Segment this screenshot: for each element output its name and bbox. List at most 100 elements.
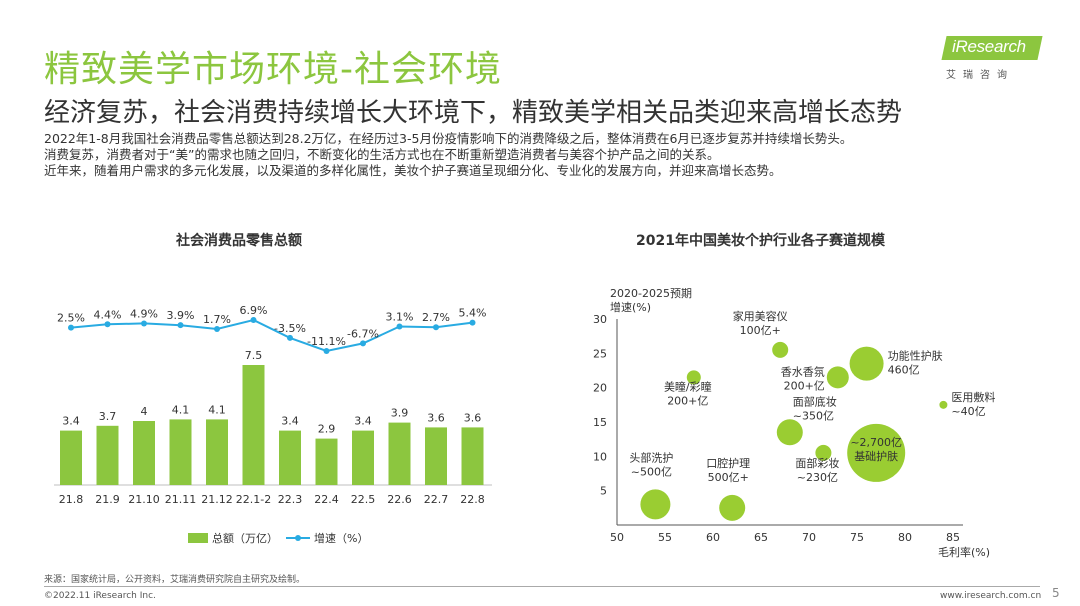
bar-value-label: 2.9 <box>318 423 336 436</box>
bubble-label: 口腔护理 <box>706 456 750 470</box>
growth-label: 1.7% <box>203 313 231 326</box>
retail-sales-chart: 3.4 21.8 3.7 21.9 4 21.10 4.1 21.11 4.1 21.12 7.5 2… <box>54 304 492 545</box>
bar-22.4 <box>315 438 338 485</box>
x-tick-label: 70 <box>802 531 816 544</box>
bubble-label: 功能性护肤 <box>888 349 943 363</box>
x-tick-label: 22.8 <box>460 493 485 506</box>
x-tick-label: 22.6 <box>387 493 412 506</box>
beauty-segments-bubble-chart: 5 10 15 20 25 30 50 55 60 65 70 75 80 85 2020-2025预期增速… <box>593 287 995 559</box>
bar-22.1-2 <box>242 365 265 485</box>
legend-bar-swatch <box>188 533 208 543</box>
bar-value-label: 3.4 <box>62 415 80 428</box>
bar-22.6 <box>388 422 411 485</box>
bubble-~2,700亿-基础护肤 <box>847 423 906 482</box>
bubble-面部底妆-~350亿 <box>776 419 803 446</box>
x-tick-label: 50 <box>610 531 624 544</box>
bubble-label: ~2,700亿 <box>850 436 902 449</box>
bubble-label: 头部洗护 <box>629 450 673 464</box>
bubble-label: 面部彩妆 <box>795 456 839 470</box>
growth-label: 4.9% <box>130 307 158 320</box>
growth-label: -6.7% <box>347 327 379 340</box>
y-tick-label: 25 <box>593 347 607 360</box>
legend-bar-label: 总额（万亿） <box>212 531 278 545</box>
page-number: 5 <box>1052 586 1060 600</box>
page-subtitle: 经济复苏，社会消费持续增长大环境下，精致美学相关品类迎来高增长态势 <box>44 98 903 128</box>
growth-line <box>70 318 473 353</box>
iresearch-logo: iResearch 艾瑞咨询 <box>941 30 1044 81</box>
bubble-label: 100亿+ <box>740 324 781 337</box>
bar-value-label: 3.9 <box>391 407 409 420</box>
bubble-label: 基础护肤 <box>854 449 898 463</box>
bar-22.8 <box>461 427 484 485</box>
x-tick-label: 60 <box>706 531 720 544</box>
x-tick-label: 85 <box>946 531 960 544</box>
growth-point <box>214 325 220 332</box>
x-tick-label: 80 <box>898 531 912 544</box>
growth-point <box>396 323 403 330</box>
y-tick-label: 30 <box>593 313 607 326</box>
copyright: ©2022.11 iResearch Inc. <box>44 591 156 601</box>
bar-value-label: 3.4 <box>354 415 372 428</box>
x-tick-label: 21.12 <box>201 493 233 506</box>
growth-point <box>433 324 439 331</box>
intro-line-1: 2022年1-8月我国社会消费品零售总额达到28.2万亿，在经历过3-5月份疫情… <box>44 131 853 146</box>
bar-22.5 <box>352 430 374 485</box>
bubble-家用美容仪-100亿+ <box>772 341 789 358</box>
x-tick-label: 21.11 <box>165 493 197 506</box>
intro-line-2: 消费复苏，消费者对于“美”的需求也随之回归，不断变化的生活方式也在不断重新塑造消… <box>44 147 720 162</box>
footer-divider <box>44 586 1040 587</box>
bar-value-label: 3.7 <box>99 410 117 423</box>
bubble-医用敷料-~40亿 <box>939 400 948 409</box>
x-tick-label: 22.7 <box>424 493 449 506</box>
growth-point <box>469 319 476 326</box>
x-tick-label: 65 <box>754 531 768 544</box>
page-title: 精致美学市场环境-社会环境 <box>44 49 502 90</box>
bubble-label: 500亿+ <box>708 471 749 484</box>
left-chart-title: 社会消费品零售总额 <box>176 233 302 249</box>
intro-line-3: 近年来，随着用户需求的多元化发展，以及渠道的多样化属性，美妆个护子赛道呈现细分化… <box>44 163 782 178</box>
growth-point <box>323 348 330 354</box>
growth-label: 2.7% <box>422 311 450 324</box>
bubble-label: 美瞳/彩瞳 <box>664 379 712 393</box>
bubble-label: 医用敷料 <box>951 390 995 404</box>
x-tick-label: 21.10 <box>128 493 160 506</box>
growth-point <box>104 321 111 328</box>
bar-value-label: 4.1 <box>208 403 226 416</box>
x-tick-label: 22.4 <box>314 493 339 506</box>
bar-21.12 <box>206 419 228 485</box>
growth-point <box>68 324 74 331</box>
bar-22.7 <box>425 427 447 485</box>
bubble-label: 面部底妆 <box>793 394 837 408</box>
bar-21.8 <box>60 430 82 485</box>
bubble-口腔护理-500亿+ <box>719 494 746 521</box>
bar-value-label: 3.4 <box>281 415 299 428</box>
bubble-label: ~350亿 <box>793 409 834 422</box>
source-note: 来源：国家统计局，公开资料，艾瑞消费研究院自主研究及绘制。 <box>44 575 306 585</box>
bubble-label: 460亿 <box>888 364 920 377</box>
website: www.iresearch.com.cn <box>940 591 1042 601</box>
y-tick-label: 10 <box>593 450 607 463</box>
growth-label: -11.1% <box>307 335 346 348</box>
bubble-面部彩妆-~230亿 <box>815 444 832 461</box>
x-tick-label: 22.1-2 <box>236 493 271 506</box>
growth-label: 3.1% <box>386 311 414 324</box>
bar-value-label: 3.6 <box>427 411 445 424</box>
x-tick-label: 55 <box>658 531 672 544</box>
growth-label: 4.4% <box>94 308 122 321</box>
growth-label: 3.9% <box>167 309 195 322</box>
bar-21.10 <box>133 421 155 485</box>
x-axis-label: 毛利率(%) <box>938 545 990 559</box>
growth-point <box>250 317 257 323</box>
bubble-label: ~230亿 <box>797 471 838 484</box>
bubble-label: 200+亿 <box>784 379 825 392</box>
growth-label: 5.4% <box>459 307 487 320</box>
x-tick-label: 22.3 <box>278 493 303 506</box>
growth-point <box>141 320 147 327</box>
bubble-label: 香水香氛 <box>781 365 825 378</box>
y-tick-label: 20 <box>593 382 607 395</box>
y-tick-label: 15 <box>593 416 607 429</box>
x-tick-label: 75 <box>850 531 864 544</box>
y-axis-label-line1: 2020-2025预期 <box>610 287 692 300</box>
bubble-头部洗护-~500亿 <box>640 489 671 520</box>
growth-point <box>177 322 184 329</box>
